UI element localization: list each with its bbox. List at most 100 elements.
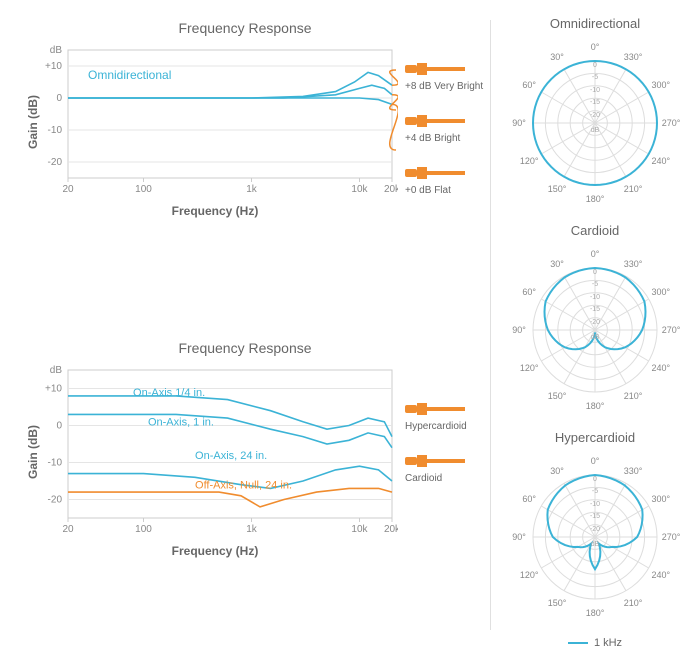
polar-angle-label: 240°: [652, 363, 671, 373]
polar-db-unit: dB: [585, 127, 605, 134]
polar-db-label: -5: [585, 74, 605, 81]
chart2-plot: -20 -10 0 +10 dB 20 100 1k 10k 20k On-Axis 1/4 in.…: [38, 362, 398, 542]
chart1-legend: +8 dB Very Bright +4 dB Bright +0 dB Flat: [405, 62, 483, 218]
polar-angle-label: 210°: [624, 184, 643, 194]
svg-text:20k: 20k: [384, 524, 398, 535]
chart1-plot: -20-100+10dB201001k10k20kOmnidirectional: [38, 42, 398, 202]
polar-db-label: 0: [585, 269, 605, 276]
microphone-icon: [405, 114, 483, 131]
polar-db-label: -15: [585, 306, 605, 313]
polar-db-label: -5: [585, 488, 605, 495]
microphone-icon: [405, 402, 467, 419]
polar-angle-label: 150°: [548, 598, 567, 608]
polar-angle-label: 60°: [522, 494, 536, 504]
polar-db-label: -20: [585, 112, 605, 119]
svg-text:On-Axis, 1 in.: On-Axis, 1 in.: [148, 417, 214, 429]
svg-text:Off-Axis, Null, 24 in.: Off-Axis, Null, 24 in.: [195, 479, 292, 491]
microphone-icon: [405, 454, 467, 471]
polar-db-label: -10: [585, 294, 605, 301]
svg-text:20: 20: [62, 524, 74, 535]
polar-angle-label: 0°: [591, 42, 600, 52]
svg-text:+10: +10: [45, 384, 62, 395]
polar-angle-label: 30°: [550, 52, 564, 62]
legend-item: Cardioid: [405, 454, 467, 484]
polar-db-label: -15: [585, 513, 605, 520]
svg-text:10k: 10k: [351, 184, 368, 195]
column-divider: [490, 20, 491, 630]
polar-angle-label: 30°: [550, 466, 564, 476]
polar-db-label: 0: [585, 476, 605, 483]
polar-angle-label: 120°: [520, 363, 539, 373]
svg-text:10k: 10k: [351, 524, 368, 535]
polar-angle-label: 0°: [591, 456, 600, 466]
svg-text:100: 100: [135, 524, 152, 535]
polar-angle-label: 90°: [512, 118, 526, 128]
chart1-title: Frequency Response: [0, 20, 490, 36]
polar-angle-label: 210°: [624, 598, 643, 608]
polar-angle-label: 30°: [550, 259, 564, 269]
polar-angle-label: 90°: [512, 532, 526, 542]
polar-legend: 1 kHz: [495, 637, 695, 649]
polar-plot: 0°30°60°90°120°150°180°210°240°270°300°3…: [505, 447, 685, 627]
svg-text:-10: -10: [48, 458, 63, 469]
svg-text:-20: -20: [48, 495, 63, 506]
polar-angle-label: 180°: [586, 194, 605, 204]
polar-angle-label: 300°: [652, 80, 671, 90]
polar-db-label: 0: [585, 62, 605, 69]
polar-angle-label: 90°: [512, 325, 526, 335]
polar-plot: 0°30°60°90°120°150°180°210°240°270°300°3…: [505, 240, 685, 420]
polar-angle-label: 300°: [652, 494, 671, 504]
svg-text:On-Axis 1/4 in.: On-Axis 1/4 in.: [133, 387, 205, 399]
legend-item: +8 dB Very Bright: [405, 62, 483, 92]
svg-text:0: 0: [56, 421, 62, 432]
svg-text:1k: 1k: [246, 184, 258, 195]
polar-title: Cardioid: [495, 223, 695, 238]
polar-angle-label: 330°: [624, 466, 643, 476]
svg-text:+10: +10: [45, 61, 62, 72]
polar-db-label: -20: [585, 526, 605, 533]
polar-angle-label: 330°: [624, 52, 643, 62]
polar-angle-label: 120°: [520, 570, 539, 580]
polar-angle-label: 150°: [548, 391, 567, 401]
svg-text:100: 100: [135, 184, 152, 195]
polar-db-label: -5: [585, 281, 605, 288]
polar-db-label: -20: [585, 319, 605, 326]
polar-angle-label: 270°: [662, 118, 681, 128]
svg-text:1k: 1k: [246, 524, 258, 535]
legend-label: +0 dB Flat: [405, 185, 483, 196]
chart2-title: Frequency Response: [0, 340, 490, 356]
svg-text:dB: dB: [50, 365, 63, 376]
microphone-icon: [405, 62, 483, 79]
polar-db-label: -10: [585, 501, 605, 508]
polar-db-unit: dB: [585, 541, 605, 548]
polar-angle-label: 180°: [586, 608, 605, 618]
svg-text:-20: -20: [48, 157, 63, 168]
legend-label: +8 dB Very Bright: [405, 81, 483, 92]
polar-angle-label: 270°: [662, 532, 681, 542]
polar-angle-label: 270°: [662, 325, 681, 335]
microphone-icon: [405, 166, 483, 183]
chart2-xlabel: Frequency (Hz): [0, 544, 490, 558]
svg-text:-10: -10: [48, 125, 63, 136]
polar-db-unit: dB: [585, 334, 605, 341]
legend-label: Cardioid: [405, 473, 467, 484]
polar-angle-label: 300°: [652, 287, 671, 297]
legend-item: Hypercardioid: [405, 402, 467, 432]
polar-angle-label: 330°: [624, 259, 643, 269]
svg-text:0: 0: [56, 93, 62, 104]
polar-angle-label: 240°: [652, 156, 671, 166]
polar-db-label: -15: [585, 99, 605, 106]
legend-label: Hypercardioid: [405, 421, 467, 432]
svg-text:dB: dB: [50, 45, 63, 56]
legend-label: +4 dB Bright: [405, 133, 483, 144]
polar-legend-label: 1 kHz: [594, 637, 622, 649]
polar-db-label: -10: [585, 87, 605, 94]
chart2-legend: Hypercardioid Cardioid: [405, 402, 467, 506]
legend-item: +0 dB Flat: [405, 166, 483, 196]
polar-title: Hypercardioid: [495, 430, 695, 445]
legend-item: +4 dB Bright: [405, 114, 483, 144]
polar-title: Omnidirectional: [495, 16, 695, 31]
polar-angle-label: 210°: [624, 391, 643, 401]
polar-angle-label: 180°: [586, 401, 605, 411]
polar-angle-label: 60°: [522, 287, 536, 297]
